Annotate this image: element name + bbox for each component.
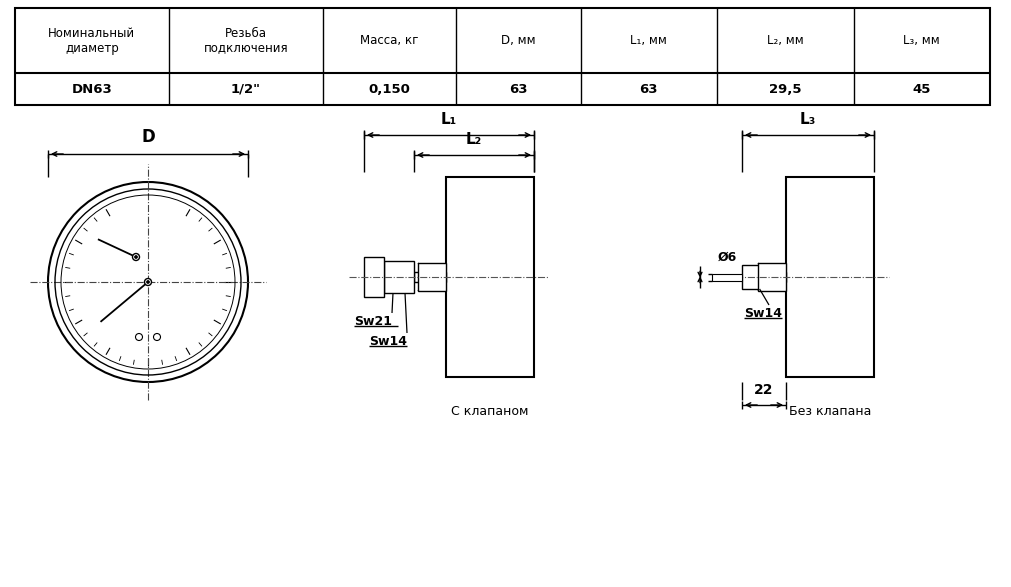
Text: 63: 63 bbox=[639, 83, 657, 96]
Text: Ø6: Ø6 bbox=[717, 251, 737, 264]
Text: DN63: DN63 bbox=[72, 83, 112, 96]
Ellipse shape bbox=[48, 182, 248, 382]
Bar bbox=[763, 272, 786, 282]
Bar bbox=[15, 8, 989, 105]
Bar bbox=[418, 263, 446, 291]
Bar bbox=[446, 177, 534, 377]
Bar bbox=[786, 177, 874, 377]
Text: Резьба
подключения: Резьба подключения bbox=[203, 26, 288, 55]
Text: 63: 63 bbox=[509, 83, 527, 96]
Text: С клапаном: С клапаном bbox=[451, 405, 528, 418]
Text: Sw14: Sw14 bbox=[369, 335, 406, 348]
Bar bbox=[383, 261, 413, 293]
Text: L₃, мм: L₃, мм bbox=[903, 34, 939, 47]
Text: Sw21: Sw21 bbox=[354, 315, 391, 328]
Circle shape bbox=[132, 254, 140, 261]
Bar bbox=[712, 274, 741, 281]
Text: D, мм: D, мм bbox=[500, 34, 535, 47]
Text: 45: 45 bbox=[912, 83, 930, 96]
Text: Без клапана: Без клапана bbox=[788, 405, 870, 418]
Text: L₁, мм: L₁, мм bbox=[630, 34, 666, 47]
Bar bbox=[364, 257, 383, 297]
Text: L₂: L₂ bbox=[465, 132, 481, 147]
Text: 1/2": 1/2" bbox=[231, 83, 261, 96]
Bar bbox=[413, 272, 446, 282]
Text: Номинальный
диаметр: Номинальный диаметр bbox=[49, 26, 135, 55]
Text: D: D bbox=[141, 128, 155, 146]
Text: 0,150: 0,150 bbox=[368, 83, 409, 96]
Bar bbox=[741, 265, 763, 289]
Text: 22: 22 bbox=[753, 383, 773, 397]
Text: Sw14: Sw14 bbox=[743, 307, 782, 320]
Circle shape bbox=[145, 278, 152, 285]
Text: L₂, мм: L₂, мм bbox=[766, 34, 803, 47]
Circle shape bbox=[134, 255, 137, 258]
Text: L₃: L₃ bbox=[799, 112, 816, 127]
Text: 29,5: 29,5 bbox=[768, 83, 801, 96]
Text: L₁: L₁ bbox=[441, 112, 457, 127]
Circle shape bbox=[147, 281, 150, 284]
Bar bbox=[757, 263, 786, 291]
Text: Масса, кг: Масса, кг bbox=[360, 34, 418, 47]
